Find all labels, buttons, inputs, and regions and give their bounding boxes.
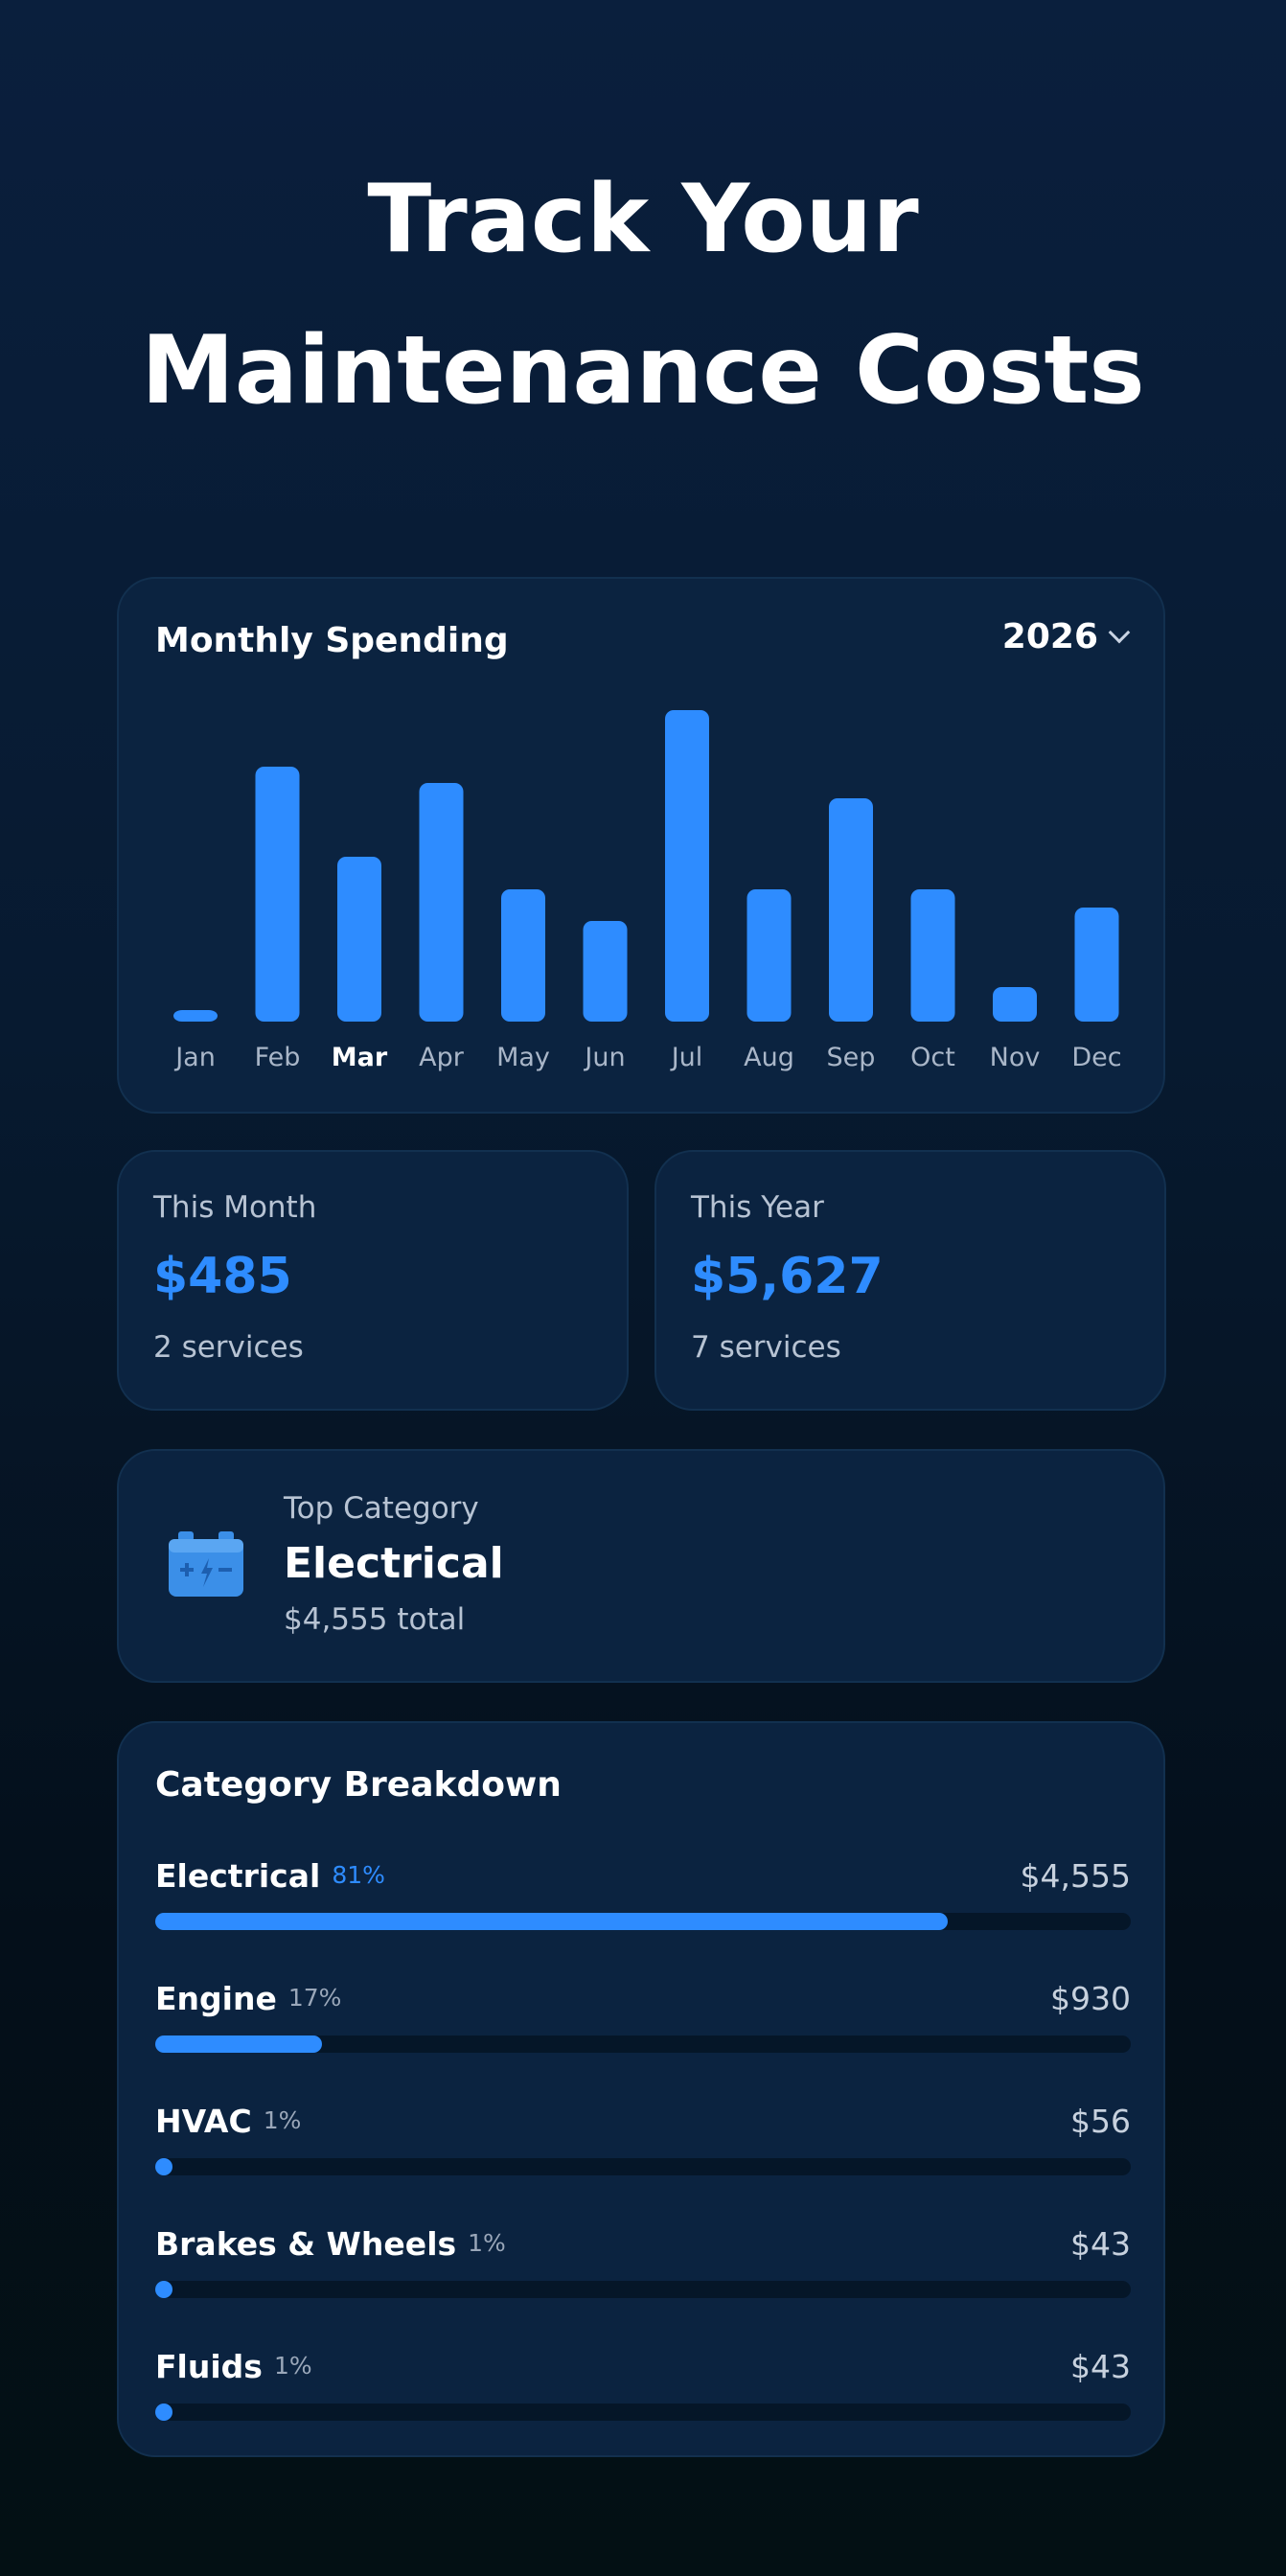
this-month-value: $485 (153, 1248, 292, 1305)
x-label-feb: Feb (255, 1043, 301, 1072)
breakdown-row-hvac[interactable]: HVAC 1% $56 (155, 2103, 1131, 2189)
top-category-label: Top Category (284, 1491, 479, 1526)
x-label-jan: Jan (173, 1043, 216, 1072)
year-value: 2026 (1001, 617, 1098, 656)
x-label-apr: Apr (419, 1043, 465, 1072)
bar-dec[interactable] (1074, 908, 1119, 1022)
chevron-down-icon (1108, 621, 1131, 643)
x-label-dec: Dec (1071, 1043, 1121, 1072)
category-amount: $56 (1070, 2103, 1131, 2140)
x-label-nov: Nov (990, 1043, 1041, 1072)
breakdown-row-engine[interactable]: Engine 17% $930 (155, 1980, 1131, 2066)
this-month-label: This Month (153, 1190, 317, 1225)
progress-fill (155, 2404, 172, 2421)
this-month-card[interactable]: This Month $485 2 services (117, 1150, 629, 1411)
category-amount: $930 (1050, 1980, 1131, 2017)
breakdown-row-fluids[interactable]: Fluids 1% $43 (155, 2348, 1131, 2434)
headline-line-1: Track Your (367, 165, 919, 274)
x-label-oct: Oct (910, 1043, 955, 1072)
category-name: Electrical (155, 1857, 321, 1895)
progress-track (155, 2404, 1131, 2421)
this-year-label: This Year (691, 1190, 824, 1225)
bar-feb[interactable] (255, 767, 300, 1022)
bar-jun[interactable] (583, 921, 628, 1022)
bar-jan[interactable] (173, 1010, 218, 1022)
category-breakdown-card: Category Breakdown Electrical 81% $4,555 … (117, 1721, 1165, 2457)
this-year-services: 7 services (691, 1330, 841, 1365)
progress-track (155, 2158, 1131, 2175)
breakdown-row-electrical[interactable]: Electrical 81% $4,555 (155, 1857, 1131, 1944)
category-amount: $43 (1070, 2348, 1131, 2385)
category-breakdown-title: Category Breakdown (155, 1765, 562, 1805)
category-percent: 1% (468, 2229, 506, 2257)
top-category-card[interactable]: Top Category Electrical $4,555 total (117, 1449, 1165, 1683)
this-month-services: 2 services (153, 1330, 304, 1365)
this-year-card[interactable]: This Year $5,627 7 services (654, 1150, 1166, 1411)
bar-jul[interactable] (665, 710, 709, 1022)
top-category-name: Electrical (284, 1539, 504, 1588)
category-name: Fluids (155, 2348, 263, 2385)
bar-nov[interactable] (993, 987, 1037, 1022)
x-label-jul: Jul (670, 1043, 703, 1072)
category-percent: 17% (287, 1984, 342, 2012)
bar-may[interactable] (501, 889, 545, 1022)
x-label-jun: Jun (583, 1043, 625, 1072)
x-label-sep: Sep (827, 1043, 876, 1072)
category-name: Engine (155, 1980, 277, 2017)
this-year-value: $5,627 (691, 1248, 884, 1305)
bar-sep[interactable] (829, 798, 873, 1022)
x-label-may: May (496, 1043, 550, 1072)
top-category-total: $4,555 total (284, 1602, 466, 1637)
progress-fill (155, 2281, 172, 2298)
category-percent: 1% (263, 2106, 302, 2134)
progress-track (155, 2036, 1131, 2053)
monthly-spending-card: Jan Feb Mar Apr May Jun Jul Aug Sep Oct Nov Dec Mon… (117, 577, 1165, 1114)
progress-fill (155, 2036, 322, 2053)
category-amount: $43 (1070, 2225, 1131, 2263)
category-amount: $4,555 (1020, 1857, 1131, 1895)
x-label-mar: Mar (332, 1043, 388, 1072)
breakdown-row-brakes-wheels[interactable]: Brakes & Wheels 1% $43 (155, 2225, 1131, 2312)
progress-track (155, 2281, 1131, 2298)
bar-aug[interactable] (746, 889, 792, 1022)
progress-fill (155, 2158, 172, 2175)
bar-apr[interactable] (419, 783, 464, 1022)
bar-oct[interactable] (910, 889, 955, 1022)
progress-fill (155, 1913, 948, 1930)
x-label-aug: Aug (744, 1043, 794, 1072)
battery-icon (169, 1531, 243, 1597)
monthly-spending-chart: Jan Feb Mar Apr May Jun Jul Aug Sep Oct Nov Dec (173, 710, 1122, 1072)
monthly-spending-title: Monthly Spending (155, 621, 509, 660)
year-dropdown[interactable]: 2026 (1001, 617, 1131, 656)
category-percent: 1% (273, 2352, 312, 2380)
category-name: HVAC (155, 2103, 252, 2140)
headline: Track Your Maintenance Costs (0, 144, 1286, 447)
progress-track (155, 1913, 1131, 1930)
headline-line-2: Maintenance Costs (141, 316, 1145, 426)
category-percent: 81% (332, 1861, 385, 1889)
category-name: Brakes & Wheels (155, 2225, 457, 2263)
bar-mar[interactable] (337, 857, 381, 1022)
